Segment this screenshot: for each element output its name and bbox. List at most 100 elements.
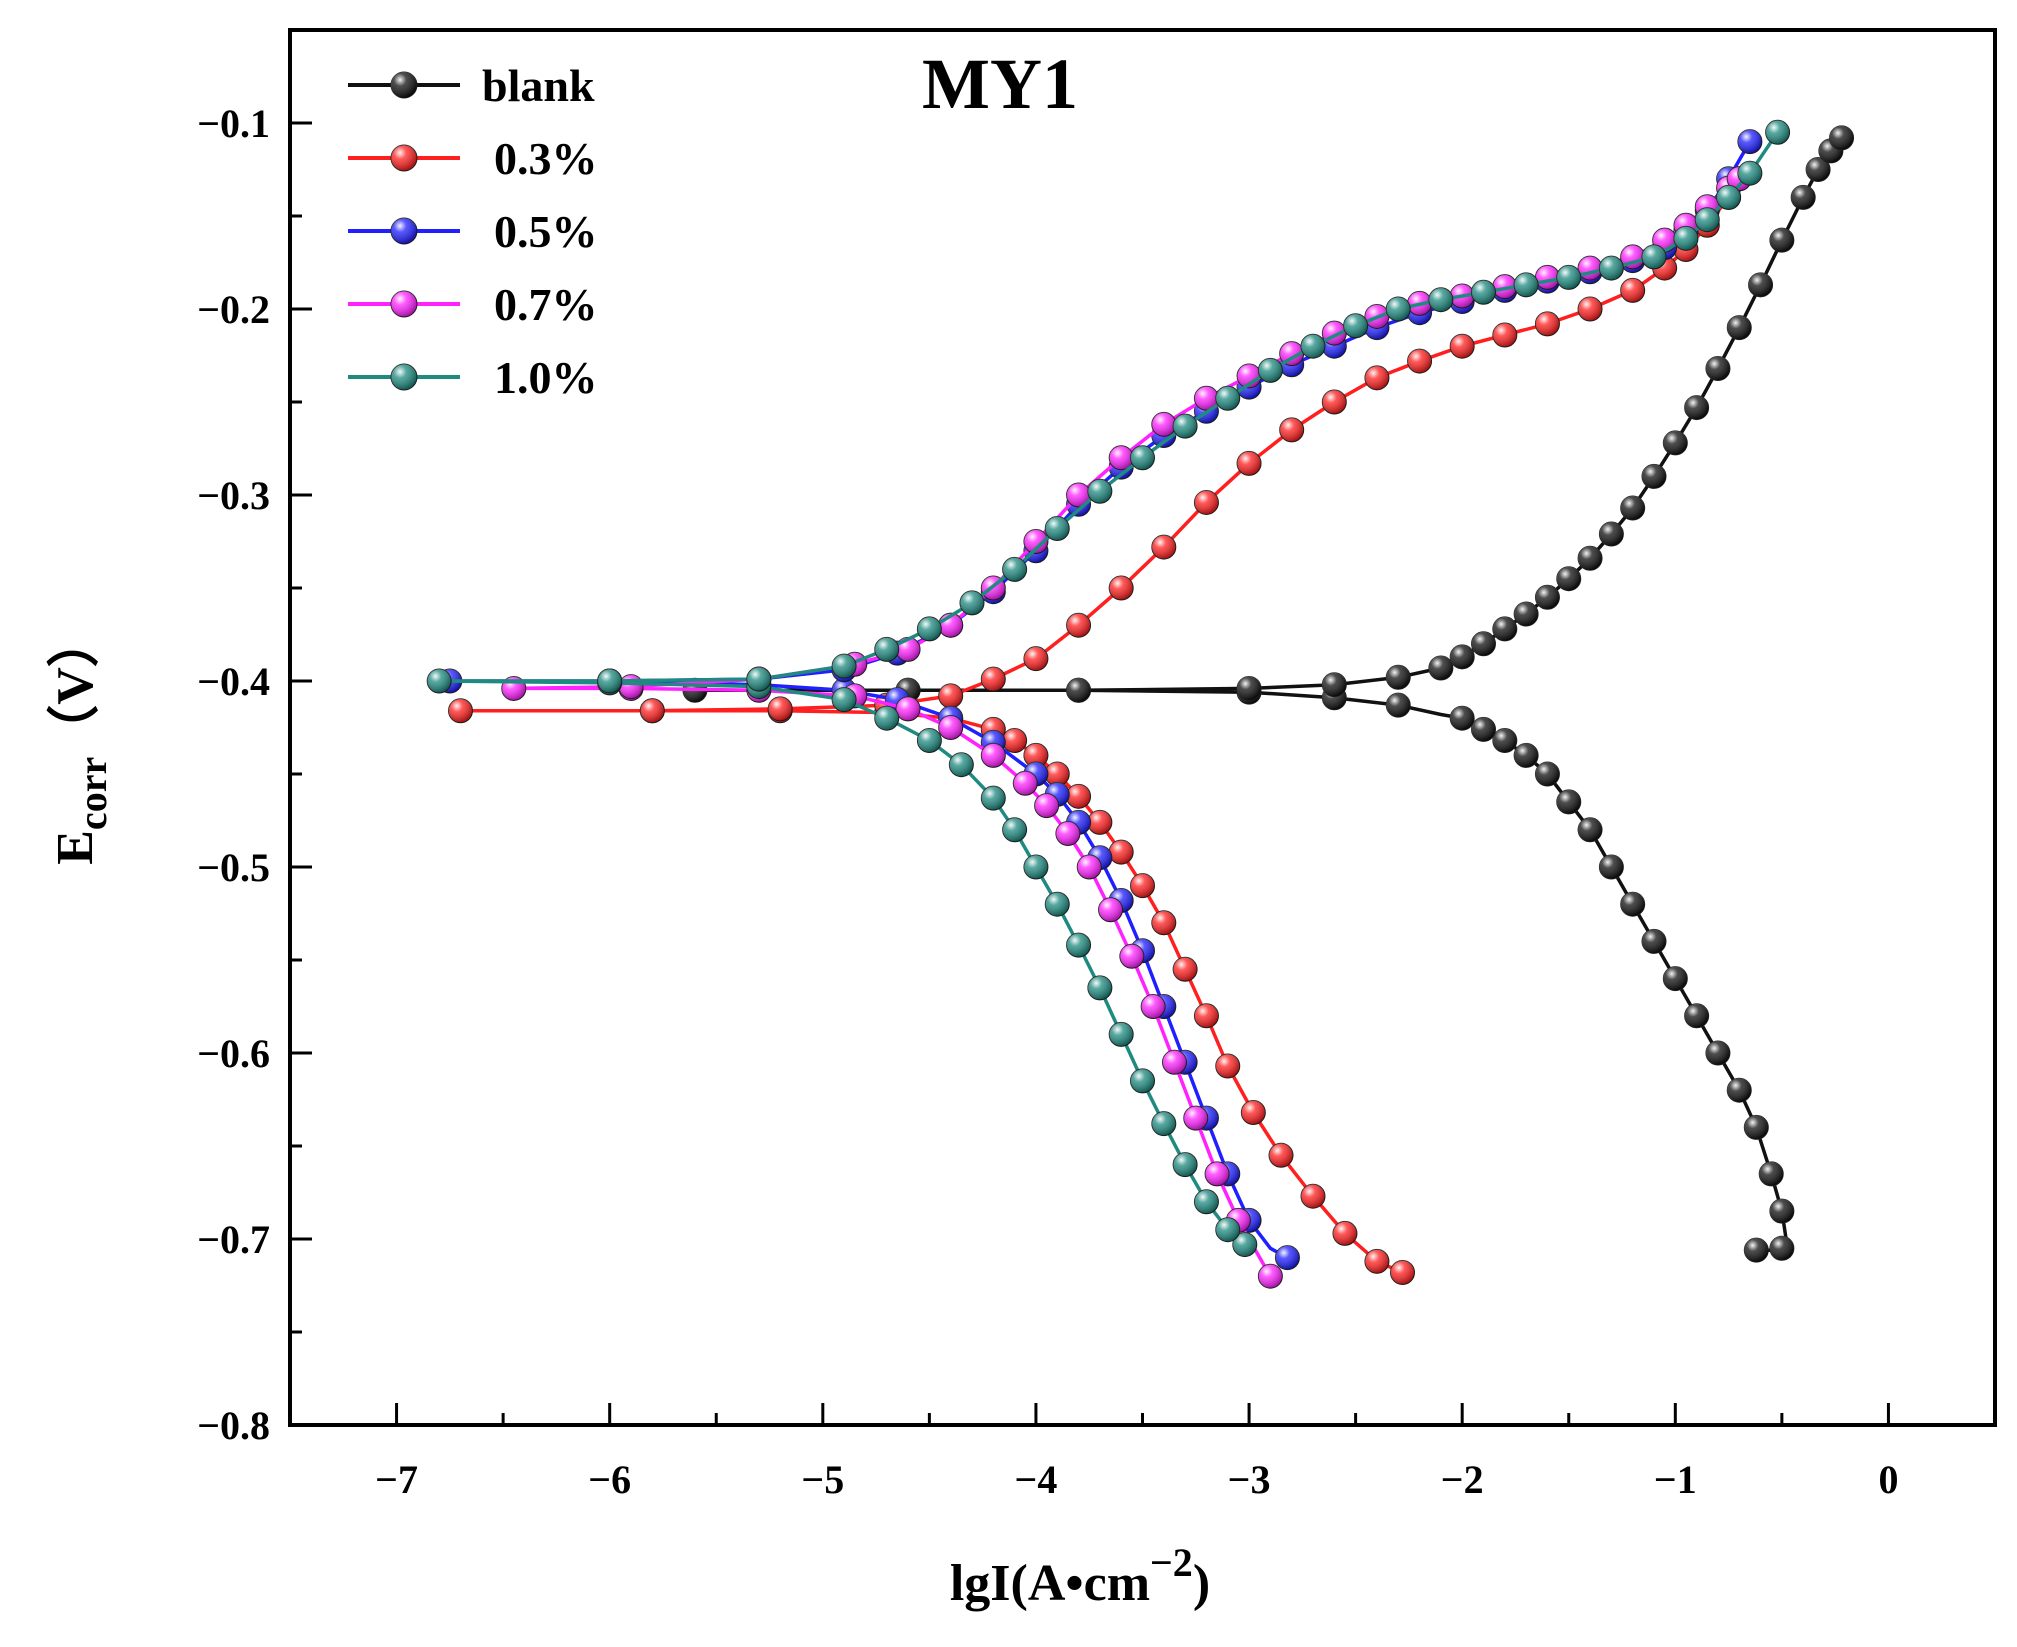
data-point-highlight xyxy=(1492,323,1517,348)
data-point-highlight xyxy=(1258,1264,1283,1289)
data-point-highlight xyxy=(1620,892,1645,917)
data-point-highlight xyxy=(1066,483,1091,507)
data-point-highlight xyxy=(1279,417,1304,442)
data-point-highlight xyxy=(1390,1260,1415,1285)
data-point-highlight xyxy=(1098,897,1123,922)
data-point-highlight xyxy=(1744,1115,1769,1140)
data-point-highlight xyxy=(1620,278,1645,303)
data-point-highlight xyxy=(1578,546,1603,571)
data-point-highlight xyxy=(1364,1249,1389,1274)
data-point-highlight xyxy=(1642,464,1666,489)
data-point-highlight xyxy=(1023,743,1048,768)
y-tick-label: −0.3 xyxy=(197,473,270,518)
data-point-highlight xyxy=(1066,784,1091,809)
y-axis-title: Ecorr（V） xyxy=(46,615,115,865)
data-point-highlight xyxy=(1109,840,1134,865)
data-point-highlight xyxy=(1119,944,1144,969)
data-point-highlight xyxy=(1578,256,1603,281)
data-point-highlight xyxy=(1407,349,1432,374)
data-point-highlight xyxy=(1386,665,1411,690)
data-point-highlight xyxy=(1109,1022,1134,1047)
data-point-highlight xyxy=(1673,226,1698,251)
data-point-highlight xyxy=(1620,496,1645,521)
data-point-highlight xyxy=(1759,1161,1784,1186)
y-tick-label: −0.8 xyxy=(197,1403,270,1448)
data-point-highlight xyxy=(1727,1078,1752,1103)
data-point-highlight xyxy=(1642,929,1666,954)
data-point-highlight xyxy=(938,683,963,708)
legend: blank 0.3% 0.5% 0.7% 1.0% xyxy=(348,60,598,403)
data-point-highlight xyxy=(1599,256,1624,281)
data-point-highlight xyxy=(1232,1232,1257,1257)
data-point-highlight xyxy=(1727,315,1752,340)
data-point-highlight xyxy=(1806,157,1831,182)
data-point-highlight xyxy=(768,696,793,721)
x-tick-label: −7 xyxy=(375,1457,418,1502)
data-point-highlight xyxy=(1087,479,1112,504)
data-point-highlight xyxy=(640,698,665,723)
data-point-highlight xyxy=(949,752,974,777)
data-point-highlight xyxy=(1716,185,1741,210)
data-point-highlight xyxy=(1066,613,1091,638)
data-point-highlight xyxy=(1514,743,1539,768)
legend-entry: 0.7% xyxy=(348,279,598,330)
legend-entry: 0.3% xyxy=(348,133,598,184)
data-point-highlight xyxy=(1386,693,1411,718)
data-point-highlight xyxy=(1087,810,1112,835)
series-0.3% xyxy=(448,166,1752,1285)
y-tick-label: −0.6 xyxy=(197,1031,270,1076)
data-point-highlight xyxy=(1034,793,1059,818)
data-point-highlight xyxy=(1045,892,1070,917)
data-point-highlight xyxy=(938,715,963,740)
legend-marker-highlight xyxy=(391,72,417,98)
data-point-highlight xyxy=(1578,297,1603,321)
data-point-highlight xyxy=(1695,207,1720,232)
y-tick-label: −0.7 xyxy=(197,1217,270,1262)
data-point-highlight xyxy=(1002,557,1027,582)
data-point-highlight xyxy=(1275,1245,1300,1270)
data-point-highlight xyxy=(832,654,857,679)
data-point-highlight xyxy=(1599,855,1624,879)
data-point-highlight xyxy=(1087,975,1112,1000)
data-point-highlight xyxy=(1141,994,1166,1019)
x-axis-title: lgI(A•cm−2) xyxy=(950,1540,1210,1612)
legend-label: 1.0% xyxy=(494,352,598,403)
legend-marker-highlight xyxy=(391,218,417,244)
data-point-highlight xyxy=(1151,535,1176,560)
x-tick-label: −2 xyxy=(1441,1457,1484,1502)
data-point-highlight xyxy=(1343,313,1368,338)
data-point-highlight xyxy=(1241,1100,1266,1125)
data-point-highlight xyxy=(874,706,899,731)
legend-marker-highlight xyxy=(391,364,417,390)
data-point-highlight xyxy=(1492,274,1517,299)
data-point-highlight xyxy=(1066,678,1091,703)
legend-marker-highlight xyxy=(391,291,417,317)
data-point-highlight xyxy=(1556,265,1581,290)
data-point-highlight xyxy=(1322,672,1347,697)
series-line xyxy=(458,177,1741,1275)
data-point-highlight xyxy=(1332,1221,1357,1246)
data-point-highlight xyxy=(1194,386,1219,411)
data-point-highlight xyxy=(1045,516,1070,541)
data-point-highlight xyxy=(1450,706,1475,731)
data-point-highlight xyxy=(1428,655,1453,680)
data-point-highlight xyxy=(1237,676,1262,701)
data-point-highlight xyxy=(896,696,921,721)
data-point-highlight xyxy=(917,728,942,753)
data-point-highlight xyxy=(1450,644,1475,669)
data-point-highlight xyxy=(1744,1238,1769,1263)
data-point-highlight xyxy=(1258,358,1283,383)
data-point-highlight xyxy=(1748,272,1773,297)
data-point-highlight xyxy=(1130,1068,1155,1093)
data-point-highlight xyxy=(1599,522,1624,547)
data-point-highlight xyxy=(1769,1199,1794,1224)
x-tick-label: −4 xyxy=(1015,1457,1058,1502)
data-point-highlight xyxy=(1279,341,1304,366)
data-point-highlight xyxy=(1173,414,1198,439)
data-point-highlight xyxy=(746,667,771,692)
chart-title: MY1 xyxy=(922,44,1078,124)
data-point-highlight xyxy=(1194,1189,1219,1214)
data-point-highlight xyxy=(1215,386,1240,411)
data-point-highlight xyxy=(1428,287,1453,312)
data-point-highlight xyxy=(1450,334,1475,359)
